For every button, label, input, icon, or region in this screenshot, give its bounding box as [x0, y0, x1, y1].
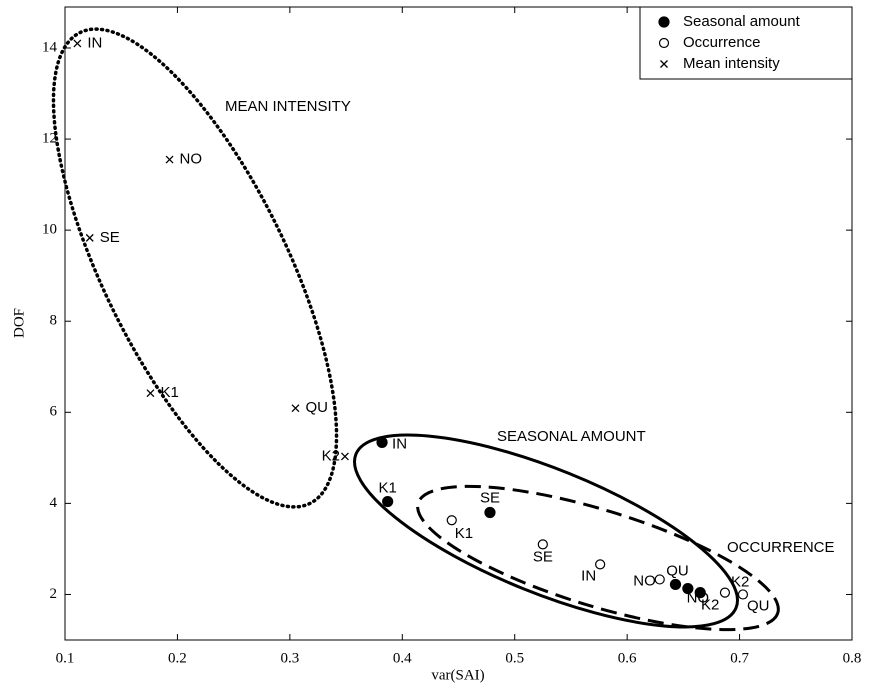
point-label: K2 — [701, 597, 719, 614]
annotation: OCCURRENCE — [727, 539, 835, 556]
point-label: NO — [180, 151, 203, 168]
legend-label: Occurrence — [683, 34, 761, 51]
x-tick-label: 0.4 — [393, 650, 412, 666]
y-tick-label: 4 — [50, 495, 58, 511]
point — [376, 436, 388, 448]
legend-label: Seasonal amount — [683, 13, 801, 30]
occurrence-ellipse — [416, 484, 780, 632]
y-tick-label: 6 — [50, 404, 58, 420]
mean-intensity-ellipse — [51, 27, 339, 509]
point — [291, 404, 300, 413]
point-label: IN — [392, 435, 407, 452]
x-tick-label: 0.7 — [730, 650, 749, 666]
legend-marker — [660, 60, 668, 68]
point-label: K1 — [378, 480, 396, 497]
x-tick-label: 0.5 — [505, 650, 524, 666]
point — [382, 495, 394, 508]
point-label: K1 — [160, 384, 178, 401]
point — [682, 582, 694, 595]
point-label: QU — [305, 399, 328, 416]
point-label: IN — [87, 34, 102, 51]
y-tick-label: 10 — [42, 222, 57, 238]
point — [694, 587, 706, 599]
point-label: SE — [100, 229, 120, 246]
y-tick-label: 12 — [42, 131, 57, 147]
point-label: QU — [666, 562, 689, 579]
point — [595, 559, 606, 570]
x-tick-label: 0.6 — [618, 650, 637, 666]
point-label: K2 — [322, 447, 340, 464]
point — [73, 39, 82, 48]
point-label: K2 — [731, 574, 749, 591]
point — [737, 589, 749, 600]
point — [340, 452, 349, 461]
legend-marker — [658, 16, 670, 28]
point-label: K1 — [455, 525, 473, 542]
point — [719, 587, 731, 598]
plot-frame — [64, 6, 853, 641]
point-label: QU — [747, 597, 770, 614]
annotation: MEAN INTENSITY — [225, 98, 351, 115]
x-tick-label: 0.8 — [843, 650, 862, 666]
y-tick-label: 14 — [42, 39, 58, 55]
point — [85, 233, 94, 242]
point-label: NO — [633, 572, 656, 589]
point — [446, 515, 457, 526]
seasonal-amount-ellipse — [353, 433, 739, 629]
point — [537, 539, 548, 550]
x-tick-label: 0.2 — [168, 650, 187, 666]
x-axis-label: var(SAI) — [431, 667, 484, 683]
point-label: IN — [581, 567, 596, 584]
point — [165, 155, 174, 164]
legend-label: Mean intensity — [683, 55, 780, 72]
x-tick-label: 0.3 — [280, 650, 299, 666]
legend-marker — [658, 37, 670, 49]
point-label: SE — [480, 489, 500, 506]
x-tick-label: 0.1 — [56, 650, 75, 666]
point — [654, 574, 665, 585]
point — [146, 389, 155, 398]
y-tick-label: 8 — [50, 313, 58, 329]
y-tick-label: 2 — [50, 586, 58, 602]
point-label: SE — [533, 548, 553, 565]
point — [484, 506, 496, 519]
point — [669, 578, 682, 591]
legend-box — [639, 6, 853, 80]
annotation: SEASONAL AMOUNT — [497, 428, 646, 445]
y-axis-label: DOF — [11, 308, 27, 338]
